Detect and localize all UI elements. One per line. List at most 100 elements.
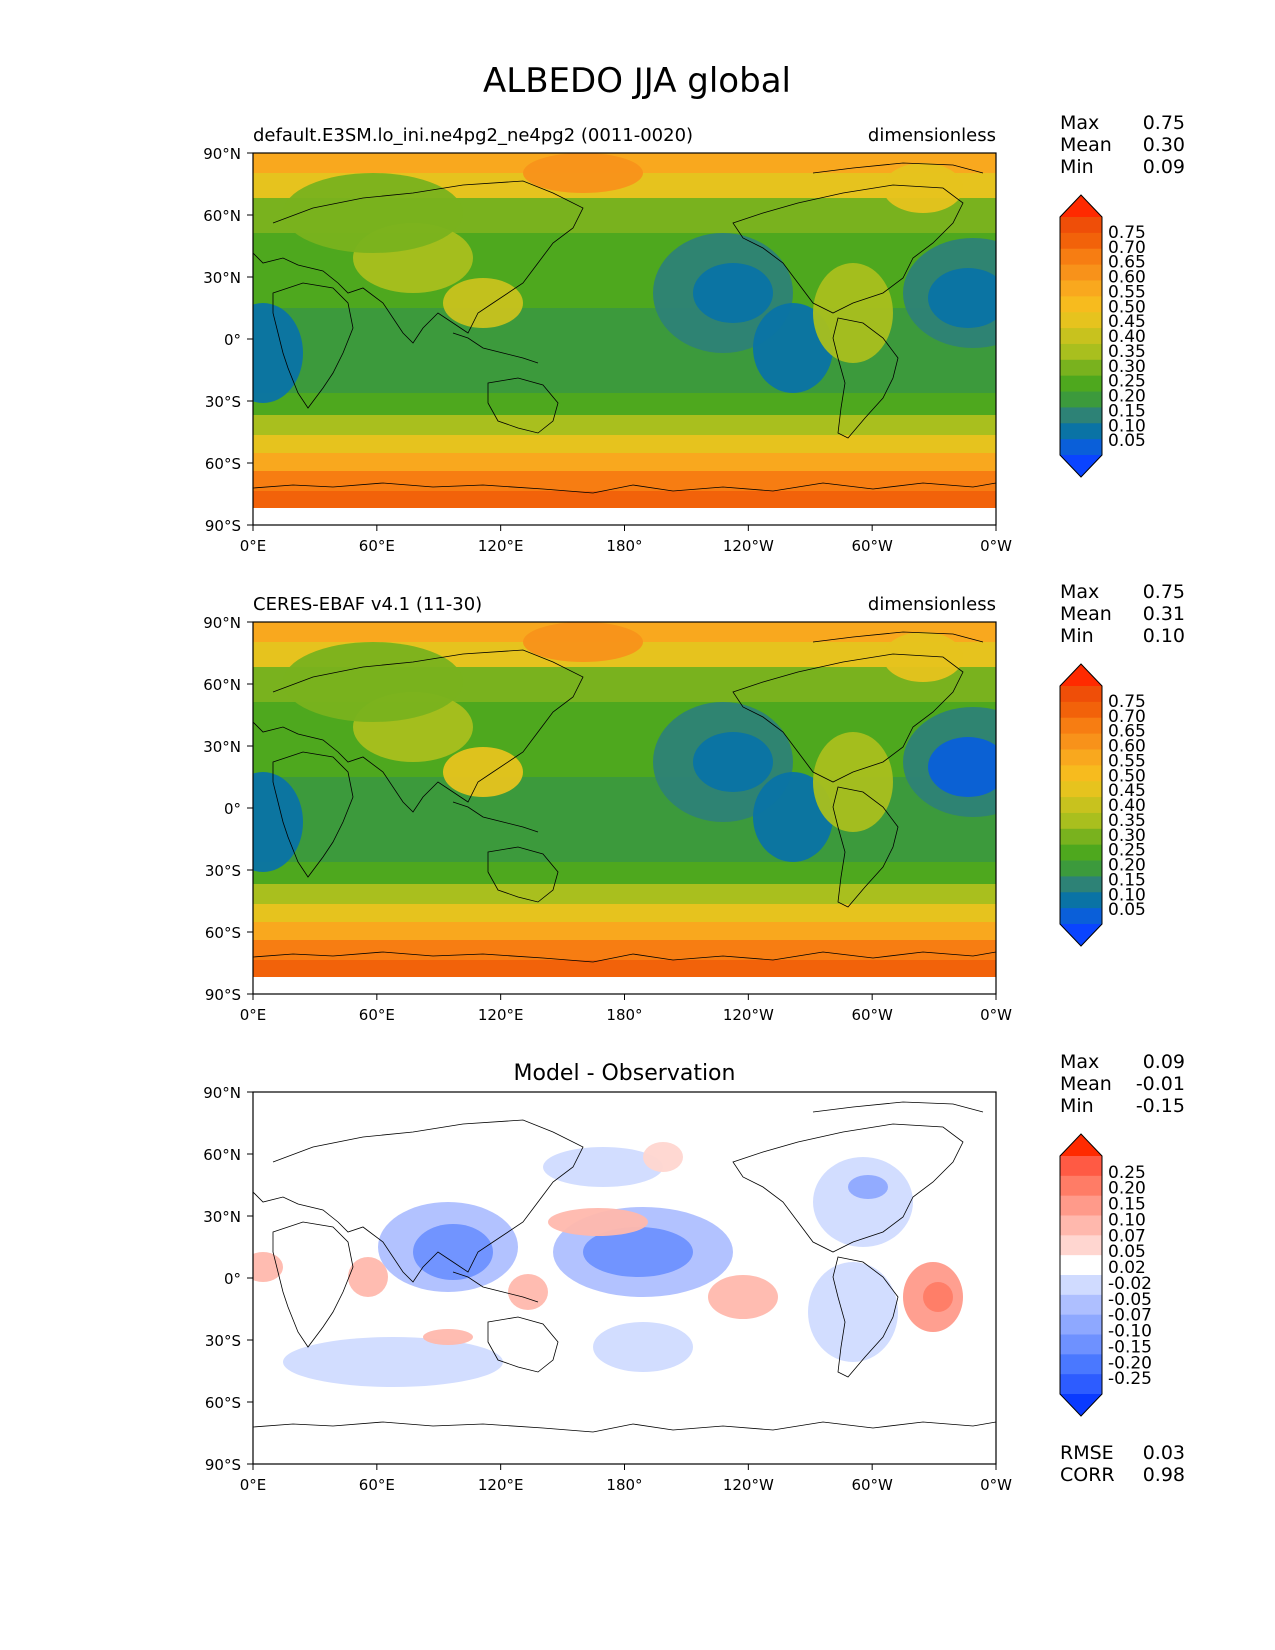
colorbar-tick-label: -0.25 (1108, 1369, 1152, 1389)
lon-tick-label: 60°W (851, 1476, 893, 1494)
lon-tick-label: 60°E (359, 537, 395, 555)
map-field-obs (253, 622, 996, 994)
colorbar-tick-label: 0.02 (1108, 1258, 1146, 1278)
map-panel-model: default.E3SM.lo_ini.ne4pg2_ne4pg2 (0011-… (203, 112, 1185, 555)
lat-tick-label: 0° (224, 1270, 241, 1288)
panel-title-left: CERES-EBAF v4.1 (11-30) (253, 594, 482, 615)
colorbar-tick-label: 0.60 (1108, 268, 1146, 288)
colorbar-tick-label: 0.35 (1108, 811, 1146, 831)
map-panel-obs: CERES-EBAF v4.1 (11-30) dimensionless 90°N… (203, 581, 1185, 1024)
lat-tick-label: 30°N (203, 1208, 241, 1226)
lat-tick-label: 90°S (205, 517, 241, 535)
colorbar-obs: 0.750.700.650.600.550.500.450.400.350.30… (1059, 663, 1146, 947)
lon-tick-label: 60°E (359, 1476, 395, 1494)
stat-label-max: Max (1060, 581, 1099, 603)
map-field-model (253, 153, 996, 525)
lat-tick-label: 30°S (205, 393, 241, 411)
panel-title-center: Model - Observation (514, 1061, 736, 1086)
lat-tick-label: 30°N (203, 738, 241, 756)
stat-value-max: 0.09 (1143, 1051, 1185, 1073)
stat-label-min: Min (1060, 625, 1094, 647)
colorbar-tick-label: 0.40 (1108, 796, 1146, 816)
stat-value-min: 0.09 (1143, 156, 1185, 178)
colorbar-tick-label: -0.20 (1108, 1353, 1152, 1373)
lon-tick-label: 120°W (723, 1476, 774, 1494)
lon-tick-label: 120°W (723, 537, 774, 555)
colorbar-tick-label: 0.55 (1108, 751, 1146, 771)
lat-tick-label: 30°S (205, 1332, 241, 1350)
stat-value-rmse: 0.03 (1143, 1442, 1185, 1464)
colorbar-tick-label: 0.07 (1108, 1226, 1146, 1246)
stat-value-max: 0.75 (1143, 581, 1185, 603)
colorbar-tick-label: 0.70 (1108, 238, 1146, 258)
lat-tick-label: 60°S (205, 1394, 241, 1412)
colorbar-tick-label: 0.50 (1108, 766, 1146, 786)
colorbar-tick-label: 0.40 (1108, 327, 1146, 347)
colorbar-tick-label: 0.65 (1108, 253, 1146, 273)
colorbar-tick-label: 0.55 (1108, 282, 1146, 302)
colorbar-tick-label: 0.10 (1108, 1210, 1146, 1230)
lon-tick-label: 180° (606, 1006, 642, 1024)
lon-tick-label: 0°E (240, 1006, 267, 1024)
lat-tick-label: 60°S (205, 455, 241, 473)
stat-label-rmse: RMSE (1060, 1442, 1114, 1464)
lat-tick-label: 60°N (203, 676, 241, 694)
colorbar-diff: 0.250.200.150.100.070.050.02-0.02-0.05-0… (1059, 1133, 1152, 1417)
lon-tick-label: 120°E (478, 537, 524, 555)
lon-tick-label: 120°E (478, 1476, 524, 1494)
colorbar-tick-label: 0.70 (1108, 707, 1146, 727)
colorbar-tick-label: 0.05 (1108, 1242, 1146, 1262)
lon-tick-label: 120°W (723, 1006, 774, 1024)
panel-title-left: default.E3SM.lo_ini.ne4pg2_ne4pg2 (0011-… (253, 125, 693, 146)
colorbar-tick-label: 0.50 (1108, 297, 1146, 317)
colorbar-tick-label: -0.15 (1108, 1337, 1152, 1357)
stat-value-min: -0.15 (1136, 1095, 1185, 1117)
stat-label-mean: Mean (1060, 1073, 1112, 1095)
lon-tick-label: 180° (606, 1476, 642, 1494)
stat-label-min: Min (1060, 1095, 1094, 1117)
colorbar-tick-label: -0.02 (1108, 1274, 1152, 1294)
lat-tick-label: 30°S (205, 862, 241, 880)
lon-tick-label: 120°E (478, 1006, 524, 1024)
lon-tick-label: 60°W (851, 537, 893, 555)
stat-label-max: Max (1060, 1051, 1099, 1073)
stat-value-max: 0.75 (1143, 112, 1185, 134)
stat-value-min: 0.10 (1143, 625, 1185, 647)
colorbar-tick-label: 0.15 (1108, 870, 1146, 890)
stat-label-corr: CORR (1060, 1464, 1115, 1486)
colorbar-tick-label: 0.65 (1108, 722, 1146, 742)
colorbar-tick-label: 0.30 (1108, 826, 1146, 846)
colorbar-tick-label: 0.25 (1108, 841, 1146, 861)
stat-value-mean: -0.01 (1136, 1073, 1185, 1095)
lon-tick-label: 0°W (980, 1476, 1012, 1494)
colorbar-tick-label: 0.35 (1108, 342, 1146, 362)
colorbar-tick-label: 0.15 (1108, 401, 1146, 421)
colorbar-tick-label: 0.45 (1108, 781, 1146, 801)
colorbar-tick-label: 0.75 (1108, 692, 1146, 712)
lat-tick-label: 90°N (203, 1084, 241, 1102)
lat-tick-label: 60°N (203, 1146, 241, 1164)
lat-tick-label: 0° (224, 800, 241, 818)
panel-units: dimensionless (868, 125, 996, 146)
lat-tick-label: 30°N (203, 269, 241, 287)
lon-tick-label: 0°W (980, 537, 1012, 555)
colorbar-tick-label: 0.30 (1108, 357, 1146, 377)
lon-tick-label: 60°E (359, 1006, 395, 1024)
stat-label-max: Max (1060, 112, 1099, 134)
lon-tick-label: 0°E (240, 1476, 267, 1494)
lat-tick-label: 60°S (205, 924, 241, 942)
panel-units: dimensionless (868, 594, 996, 615)
colorbar-tick-label: -0.05 (1108, 1290, 1152, 1310)
lat-tick-label: 0° (224, 331, 241, 349)
colorbar-tick-label: 0.15 (1108, 1195, 1146, 1215)
colorbar-tick-label: -0.10 (1108, 1322, 1152, 1342)
lon-tick-label: 0°W (980, 1006, 1012, 1024)
colorbar-tick-label: 0.75 (1108, 223, 1146, 243)
lat-tick-label: 90°S (205, 986, 241, 1004)
colorbar-tick-label: 0.25 (1108, 372, 1146, 392)
stat-value-corr: 0.98 (1143, 1464, 1185, 1486)
map-panel-diff: Model - Observation 90°N 60°N 30°N 0° 30°S 60°… (203, 1051, 1185, 1494)
lat-tick-label: 60°N (203, 207, 241, 225)
colorbar-tick-label: 0.05 (1108, 431, 1146, 451)
